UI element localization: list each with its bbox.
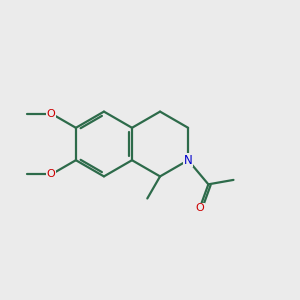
Text: O: O [47, 169, 56, 179]
Text: N: N [184, 154, 193, 167]
Text: O: O [47, 109, 56, 118]
Text: O: O [195, 203, 204, 213]
